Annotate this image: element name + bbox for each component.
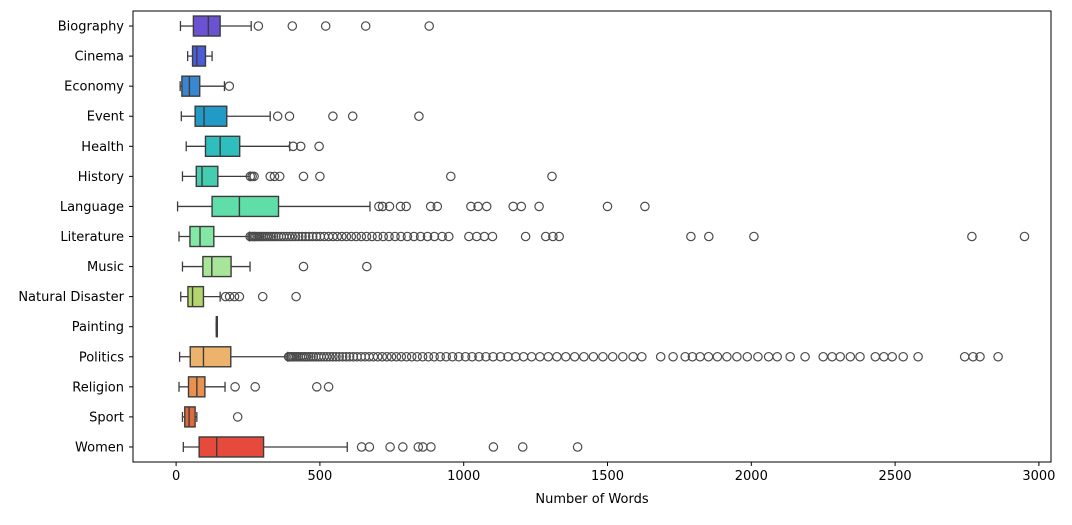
box-history	[181, 165, 557, 188]
x-axis-label: Number of Words	[535, 492, 649, 507]
box-women	[182, 436, 583, 458]
y-category-label: Health	[81, 140, 124, 155]
y-category-label: Economy	[64, 80, 124, 95]
box-politics	[178, 346, 1003, 368]
x-axis-tick-label: 0	[172, 469, 180, 484]
x-axis-tick-label: 1000	[447, 469, 480, 484]
plot-area-border	[132, 10, 1052, 463]
box-painting	[215, 316, 219, 338]
x-axis-tick-label: 2500	[879, 469, 912, 484]
y-category-label: Women	[75, 441, 124, 456]
box-natural-disaster	[180, 285, 301, 308]
x-axis-tick-label: 500	[307, 469, 332, 484]
x-axis-tick-label: 3000	[1022, 469, 1055, 484]
box-literature	[178, 225, 1030, 248]
y-category-label: Literature	[60, 230, 124, 245]
y-category-label: Cinema	[74, 50, 124, 65]
y-category-label: Natural Disaster	[18, 290, 124, 305]
box-music	[181, 255, 372, 278]
y-category-label: Painting	[72, 320, 124, 335]
box-health	[185, 135, 324, 158]
y-category-label: Event	[87, 110, 124, 125]
y-category-label: Language	[60, 200, 124, 215]
y-category-label: Music	[87, 260, 124, 275]
box-language	[176, 195, 650, 218]
y-category-label: Biography	[58, 20, 125, 35]
box-biography	[179, 15, 434, 37]
x-axis-tick-label: 1500	[591, 469, 624, 484]
y-category-label: History	[78, 170, 125, 185]
box-event	[180, 105, 424, 127]
box-economy	[179, 75, 235, 97]
y-category-label: Sport	[89, 410, 124, 425]
box-religion	[178, 376, 334, 398]
box-sport	[181, 406, 243, 428]
y-category-label: Religion	[72, 380, 124, 395]
x-axis-tick-label: 2000	[735, 469, 768, 484]
box-cinema	[186, 45, 213, 67]
y-category-label: Politics	[79, 350, 124, 365]
